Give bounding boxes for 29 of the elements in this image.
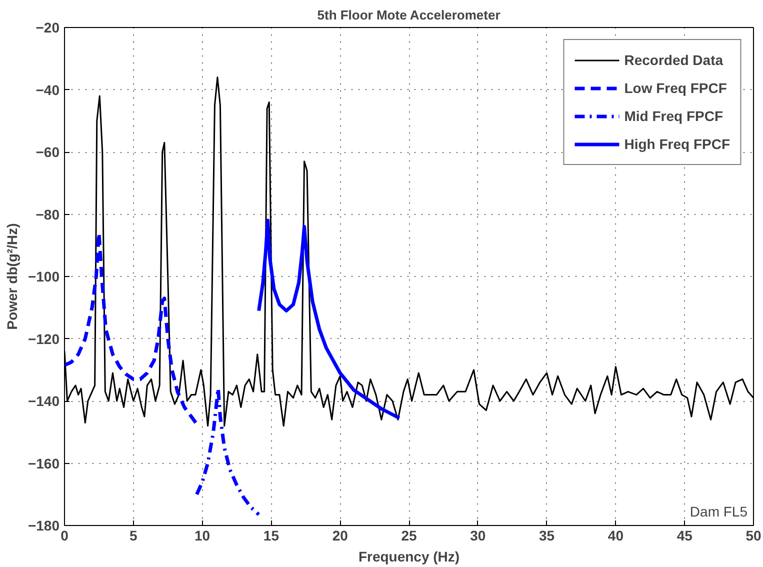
y-tick-label: −80 (36, 206, 60, 222)
x-tick-label: 20 (332, 528, 348, 544)
x-tick-label: 5 (130, 528, 138, 544)
annotation: Dam FL5 (690, 504, 748, 520)
y-tick-label: −40 (36, 82, 60, 98)
y-tick-label: −120 (28, 330, 60, 347)
x-axis-title: Frequency (Hz) (358, 548, 460, 564)
x-tick-label: 0 (60, 528, 69, 544)
y-axis-title: Power db(g²/Hz) (4, 223, 20, 330)
x-tick-label: 15 (263, 528, 280, 544)
y-tick-label: −100 (28, 268, 60, 284)
x-tick-label: 35 (539, 528, 555, 544)
y-tick-label: −20 (36, 20, 60, 36)
y-tick-label: −60 (36, 144, 60, 160)
legend-label: Recorded Data (624, 52, 724, 68)
x-tick-label: 40 (608, 528, 624, 544)
line-series (257, 218, 402, 420)
y-tick-label: −180 (28, 518, 60, 534)
legend-label: Mid Freq FPCF (624, 108, 723, 124)
y-tick-label: −160 (28, 455, 60, 472)
legend-label: Low Freq FPCF (624, 80, 727, 96)
x-tick-label: 50 (746, 528, 762, 544)
x-tick-label: 30 (470, 528, 486, 544)
x-tick-label: 25 (401, 528, 417, 544)
x-tick-label: 45 (676, 528, 693, 544)
legend-label: High Freq FPCF (624, 136, 730, 152)
x-tick-label: 10 (194, 528, 210, 544)
y-tick-label: −140 (28, 393, 60, 409)
chart-title: 5th Floor Mote Accelerometer (317, 8, 500, 22)
